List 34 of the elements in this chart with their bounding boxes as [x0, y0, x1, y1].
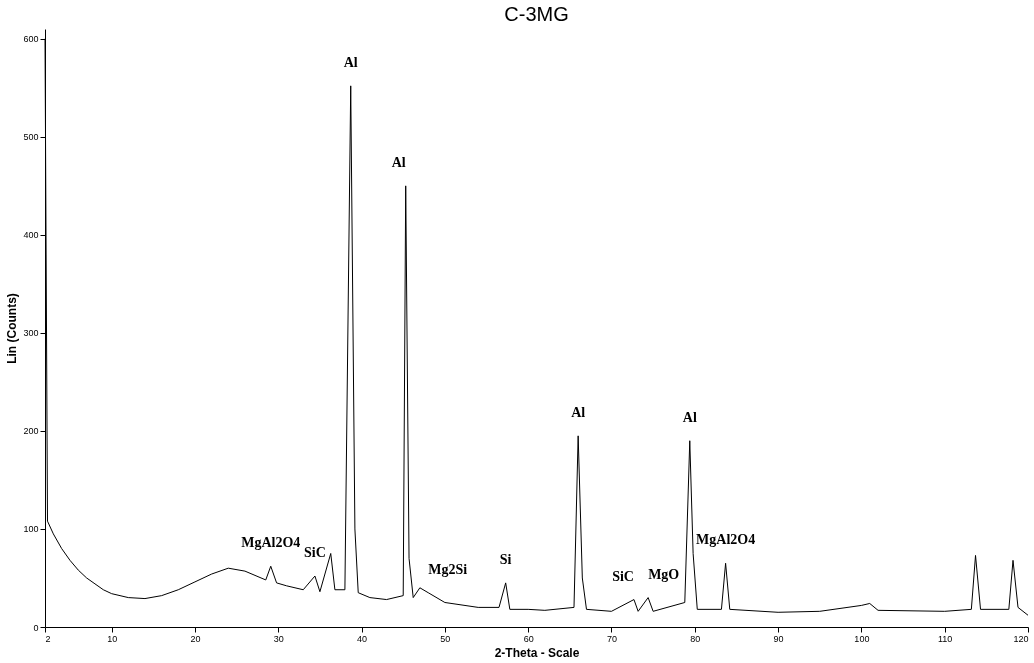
annotation: Al — [343, 54, 358, 70]
y-tick-label: 100 — [23, 524, 39, 535]
annotation: Al — [571, 404, 586, 420]
y-tick-label: 200 — [23, 426, 39, 437]
annotation: MgO — [648, 566, 680, 582]
annotation: Al — [391, 154, 406, 170]
annotation: Si — [499, 551, 512, 567]
x-tick-label: 50 — [440, 633, 451, 644]
annotation: SiC — [304, 545, 326, 561]
y-tick-label: 600 — [23, 34, 39, 45]
x-tick-label: 110 — [938, 633, 953, 644]
annotation: MgAl2O4 — [696, 532, 756, 548]
y-tick-label: 300 — [23, 328, 39, 339]
annotation: SiC — [612, 568, 634, 584]
annotation: Al — [682, 409, 697, 425]
x-tick-label: 10 — [107, 633, 118, 644]
annotation: Mg2Si — [428, 561, 468, 577]
x-tick-label: 60 — [523, 633, 534, 644]
y-tick-label: 0 — [33, 622, 39, 633]
y-tick-label: 400 — [23, 230, 39, 241]
annotation: MgAl2O4 — [241, 535, 301, 551]
x-tick-label: 40 — [357, 633, 368, 644]
x-tick-label: 120 — [1013, 633, 1029, 644]
chart-title: C-3MG — [504, 3, 569, 25]
x-axis-title: 2-Theta - Scale — [494, 645, 580, 660]
x-tick-label: 90 — [773, 633, 784, 644]
y-tick-label: 500 — [23, 132, 39, 143]
x-tick-label: 20 — [190, 633, 201, 644]
x-tick-label: 70 — [606, 633, 617, 644]
y-axis-title: Lin (Counts) — [5, 293, 20, 364]
x-tick-label: 80 — [690, 633, 701, 644]
x-tick-label: 2 — [45, 633, 51, 644]
x-tick-label: 100 — [854, 633, 870, 644]
x-tick-label: 30 — [273, 633, 284, 644]
